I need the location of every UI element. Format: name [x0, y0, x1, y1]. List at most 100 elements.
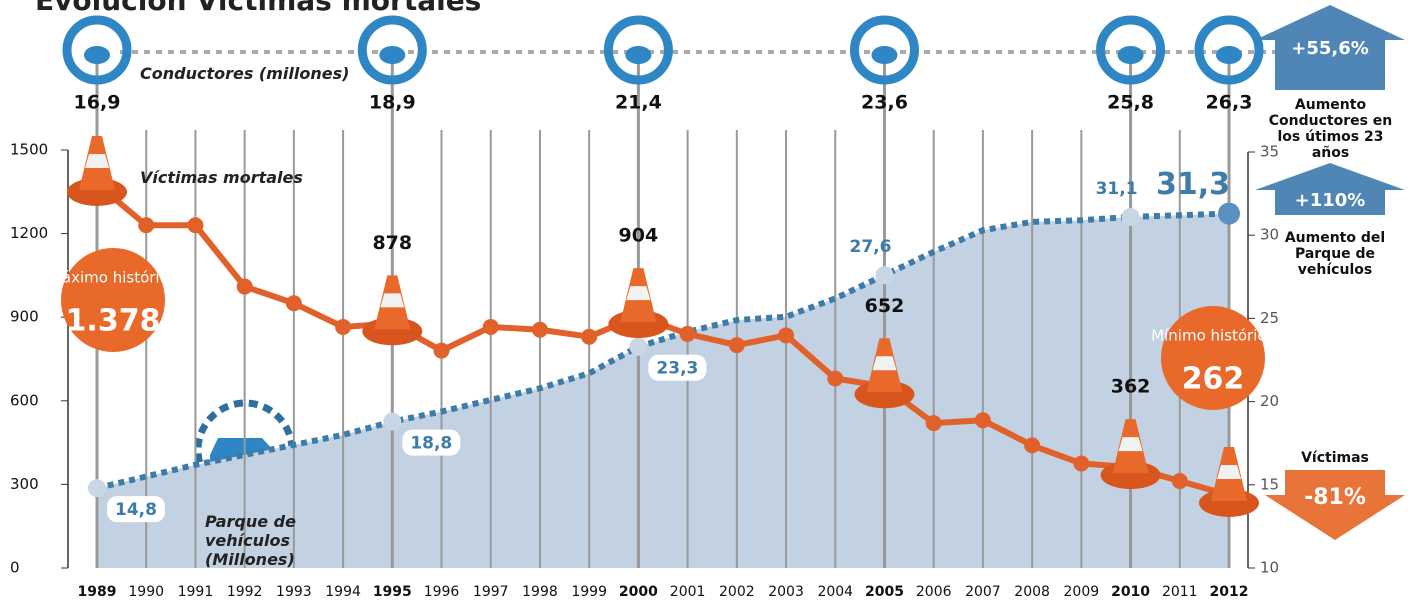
victims-label: 1.378 — [66, 304, 161, 339]
drivers-label: 18,9 — [369, 92, 416, 114]
victims-point — [581, 329, 597, 345]
x-tick-label: 1993 — [276, 584, 312, 600]
vehicles-label: 31,3 — [1156, 167, 1230, 202]
victims-label: 262 — [1182, 362, 1245, 397]
victims-text: Víctimas — [1275, 450, 1395, 466]
victims-point — [1024, 437, 1040, 453]
victims-point — [729, 337, 745, 353]
vehicles-label: 27,6 — [850, 237, 892, 257]
victims-point — [827, 371, 843, 387]
vehicles-point — [1122, 208, 1140, 226]
y-tick-label: 300 — [10, 475, 39, 493]
cone-stripe — [85, 154, 109, 168]
wheel-hub — [84, 46, 110, 64]
victims-point — [680, 326, 696, 342]
drivers-legend: Conductores (millones) — [140, 64, 400, 83]
x-tick-label: 1992 — [227, 584, 263, 600]
vehicles-point — [383, 413, 401, 431]
infographic: Evolución Víctimas mortales 1989 1990 1991… — [0, 0, 1414, 610]
victims-point — [483, 319, 499, 335]
x-tick-label: 2005 — [865, 584, 904, 600]
x-tick-label: 2000 — [619, 584, 658, 600]
victims-point — [138, 217, 154, 233]
vehicles-label: 14,8 — [115, 500, 157, 520]
x-tick-label: 1995 — [373, 584, 412, 600]
wheel-hub — [1216, 46, 1242, 64]
drivers-change: +55,6% — [1275, 38, 1385, 59]
wheel-hub — [379, 46, 405, 64]
cone-stripe — [1217, 465, 1241, 479]
y-tick-label: 0 — [10, 559, 20, 577]
y2-tick-label: 20 — [1260, 392, 1279, 410]
x-tick-label: 1994 — [325, 584, 361, 600]
x-tick-label: 1997 — [473, 584, 509, 600]
cone-stripe — [1119, 437, 1143, 451]
victims-point — [926, 415, 942, 431]
vehicles-label: 31,1 — [1096, 179, 1138, 199]
x-tick-label: 2003 — [768, 584, 804, 600]
drivers-change-text: Aumento Conductores en los útimos 23 año… — [1268, 97, 1393, 161]
y-tick-label: 1200 — [10, 224, 48, 242]
vehicles-point — [629, 338, 647, 356]
vehicles-label: 23,3 — [656, 359, 698, 379]
x-tick-label: 2001 — [670, 584, 706, 600]
drivers-label: 21,4 — [615, 92, 662, 114]
drivers-label: 16,9 — [74, 92, 121, 114]
victims-legend: Víctimas mortales — [140, 168, 340, 187]
victims-change: -81% — [1280, 485, 1390, 510]
cone-stripe — [380, 293, 404, 307]
wheel-hub — [1118, 46, 1144, 64]
victims-point — [187, 217, 203, 233]
y-tick-label: 1500 — [10, 141, 48, 159]
x-tick-label: 2006 — [916, 584, 952, 600]
record-text: Máximo histórico — [49, 269, 177, 287]
victims-point — [778, 327, 794, 343]
vehicles-point — [1218, 203, 1240, 225]
vehicles-label: 18,8 — [410, 434, 452, 454]
x-tick-label: 1989 — [78, 584, 117, 600]
vehicles-legend: Parque de vehículos (Millones) — [205, 512, 385, 569]
x-tick-label: 2008 — [1014, 584, 1050, 600]
victims-label: 652 — [865, 295, 905, 317]
victims-point — [286, 295, 302, 311]
x-tick-label: 2012 — [1210, 584, 1249, 600]
victims-point — [1172, 473, 1188, 489]
victims-label: 362 — [1111, 376, 1151, 398]
chart-title: Evolución Víctimas mortales — [35, 0, 481, 17]
drivers-label: 25,8 — [1107, 92, 1154, 114]
y2-tick-label: 10 — [1260, 559, 1279, 577]
drivers-label: 23,6 — [861, 92, 908, 114]
victims-label: 878 — [372, 232, 412, 254]
drivers-label: 26,3 — [1206, 92, 1253, 114]
x-tick-label: 2002 — [719, 584, 755, 600]
vehicles-change-text: Aumento del Parque de vehículos — [1275, 230, 1395, 278]
x-tick-label: 2004 — [817, 584, 853, 600]
x-tick-label: 2009 — [1064, 584, 1100, 600]
vehicles-change: +110% — [1275, 190, 1385, 211]
vehicles-point — [875, 266, 893, 284]
y2-tick-label: 15 — [1260, 475, 1279, 493]
victims-point — [434, 343, 450, 359]
x-tick-label: 1990 — [128, 584, 164, 600]
y-tick-label: 600 — [10, 391, 39, 409]
wheel-hub — [871, 46, 897, 64]
vehicles-point — [88, 479, 106, 497]
x-tick-label: 1999 — [571, 584, 607, 600]
x-tick-label: 2007 — [965, 584, 1001, 600]
wheel-hub — [625, 46, 651, 64]
y2-tick-label: 25 — [1260, 309, 1279, 327]
victims-point — [532, 322, 548, 338]
x-tick-label: 1996 — [424, 584, 460, 600]
victims-point — [1073, 456, 1089, 472]
victims-label: 904 — [619, 225, 659, 247]
x-tick-label: 2011 — [1162, 584, 1198, 600]
y-tick-label: 900 — [10, 308, 39, 326]
cone-stripe — [872, 356, 896, 370]
record-text: Mínimo histórico — [1151, 327, 1275, 345]
x-tick-label: 1991 — [178, 584, 214, 600]
x-tick-label: 1998 — [522, 584, 558, 600]
victims-point — [975, 412, 991, 428]
cone-stripe — [626, 286, 650, 300]
x-tick-label: 2010 — [1111, 584, 1150, 600]
victims-point — [237, 279, 253, 295]
